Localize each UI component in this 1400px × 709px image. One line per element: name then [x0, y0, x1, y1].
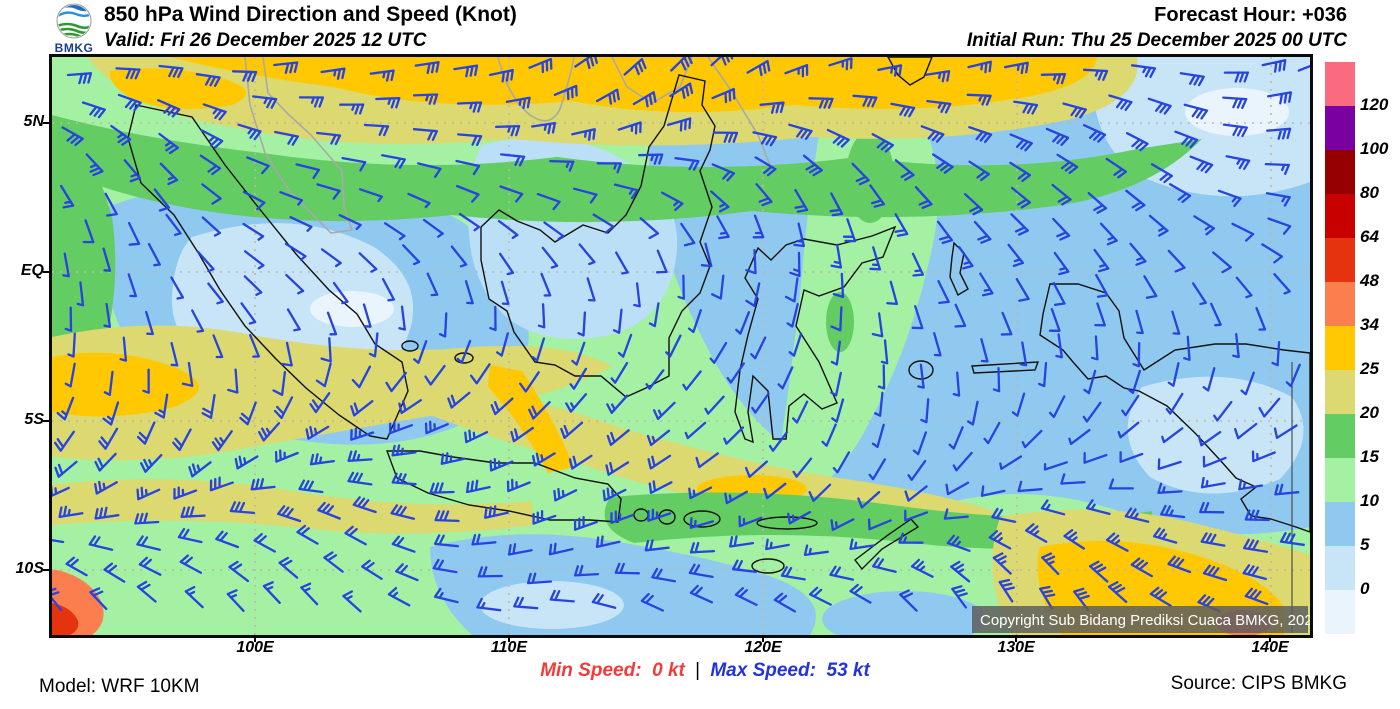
colorbar-segment [1325, 370, 1355, 414]
colorbar-segment [1325, 414, 1355, 458]
lat-tick-mark [43, 271, 50, 273]
colorbar-segment [1325, 150, 1355, 194]
lon-tick-mark [1015, 635, 1017, 642]
colorbar-label: 15 [1360, 447, 1379, 466]
model-label: Model: WRF 10KM [39, 676, 200, 697]
colorbar-segment [1325, 62, 1355, 106]
copyright-strip: Copyright Sub Bidang Prediksi Cuaca BMKG… [972, 606, 1321, 633]
wind-map: Copyright Sub Bidang Prediksi Cuaca BMKG… [39, 48, 1322, 647]
forecast-hour: Forecast Hour: +036 [1154, 4, 1347, 26]
colorbar-segment [1325, 238, 1355, 282]
wind-barbs [39, 48, 1322, 613]
max-speed-value: 53 kt [826, 660, 870, 681]
lon-tick-label: 110E [490, 639, 528, 656]
bmkg-logo-text: BMKG [54, 41, 94, 55]
lat-tick-mark [43, 122, 50, 124]
colorbar-label: 48 [1360, 271, 1379, 290]
lat-tick-mark [43, 569, 50, 571]
wind-map-svg: Copyright Sub Bidang Prediksi Cuaca BMKG… [39, 48, 1322, 647]
colorbar-label: 25 [1360, 359, 1379, 378]
colorbar-label: 0 [1360, 579, 1370, 598]
min-speed-label: Min Speed: [540, 660, 642, 681]
colorbar-segment [1325, 502, 1355, 546]
source-label: Source: CIPS BMKG [1170, 673, 1347, 694]
lon-tick-label: 120E [744, 639, 782, 656]
lon-tick-mark [1269, 635, 1271, 642]
colorbar-segment [1325, 194, 1355, 238]
minmax-separator: | [695, 660, 701, 681]
colorbar-label: 20 [1360, 403, 1379, 422]
lon-tick-mark [254, 635, 256, 642]
lon-tick-label: 130E [997, 639, 1035, 656]
colorbar-label: 64 [1360, 227, 1379, 246]
minmax-speed-line: Min Speed: 0 kt | Max Speed: 53 kt [455, 660, 955, 682]
lon-tick-mark [762, 635, 764, 642]
lat-tick-mark [43, 420, 50, 422]
lon-tick-mark [508, 635, 510, 642]
colorbar-segment [1325, 590, 1355, 634]
colorbar-label: 100 [1360, 139, 1389, 158]
colorbar-label: 10 [1360, 491, 1379, 510]
lon-tick-label: 140E [1251, 639, 1289, 656]
colorbar-segment [1325, 282, 1355, 326]
max-speed-label: Max Speed: [710, 660, 816, 681]
colorbar-segment [1325, 106, 1355, 150]
colorbar-segment [1325, 458, 1355, 502]
colorbar-segment [1325, 326, 1355, 370]
lon-tick-label: 100E [236, 639, 274, 656]
lat-tick-label: 10S [15, 560, 44, 577]
initial-run: Initial Run: Thu 25 December 2025 00 UTC [966, 30, 1347, 51]
coastlines-indonesia [127, 56, 1311, 574]
speed-colorbar [1325, 62, 1355, 634]
page-title: 850 hPa Wind Direction and Speed (Knot) [104, 3, 517, 26]
min-speed-value: 0 kt [652, 660, 685, 681]
colorbar-label: 80 [1360, 183, 1379, 202]
copyright-text: Copyright Sub Bidang Prediksi Cuaca BMKG… [980, 612, 1310, 629]
colorbar-segment [1325, 546, 1355, 590]
lat-tick-label: EQ [20, 262, 44, 279]
lat-tick-label: 5S [24, 411, 44, 428]
colorbar-label: 34 [1360, 315, 1379, 334]
colorbar-label: 5 [1360, 535, 1370, 554]
bmkg-logo [56, 3, 92, 39]
valid-time: Valid: Fri 26 December 2025 12 UTC [104, 30, 427, 51]
lat-tick-label: 5N [23, 113, 44, 130]
colorbar-label: 120 [1360, 95, 1389, 114]
